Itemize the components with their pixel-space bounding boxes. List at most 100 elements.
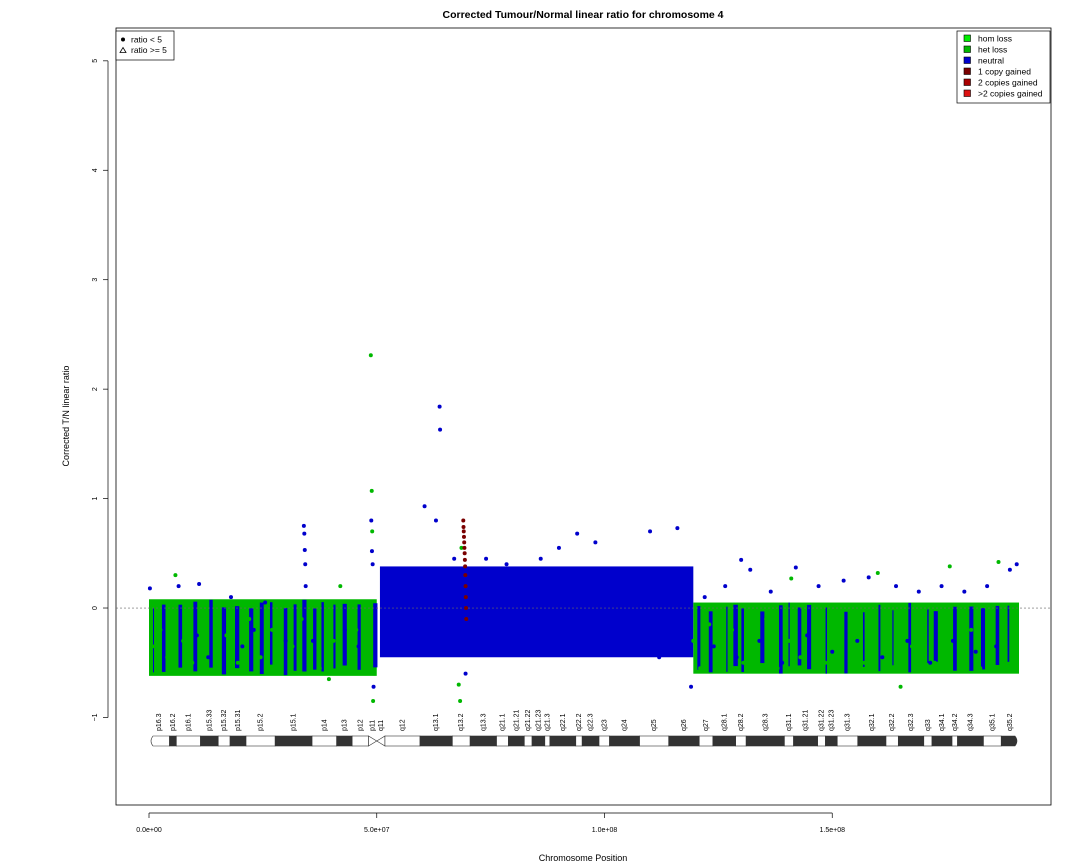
data-point xyxy=(939,584,944,589)
dense-point-clouds xyxy=(149,566,1019,676)
data-point xyxy=(556,545,561,550)
band-label: p12 xyxy=(357,719,364,731)
band-q22.2 xyxy=(575,735,583,747)
data-point xyxy=(458,699,463,704)
legend-label: >2 copies gained xyxy=(978,89,1043,99)
band-q34.2 xyxy=(951,735,958,747)
band-q26 xyxy=(668,735,700,747)
data-point xyxy=(368,353,373,358)
band-q21.1 xyxy=(496,735,509,747)
data-point xyxy=(1010,627,1015,632)
data-point xyxy=(962,589,967,594)
band-label: q21.3 xyxy=(544,713,551,731)
data-point xyxy=(932,660,937,665)
data-point xyxy=(816,584,821,589)
legend-swatch-icon xyxy=(963,34,971,42)
point-cloud-het-loss xyxy=(149,599,378,676)
data-point xyxy=(462,540,467,545)
data-point xyxy=(675,526,680,531)
data-point xyxy=(848,622,853,627)
band-q11 xyxy=(376,735,386,747)
data-point xyxy=(152,644,157,649)
data-point xyxy=(308,649,313,654)
band-label: q22.1 xyxy=(560,713,567,731)
plot-frame xyxy=(115,27,1052,806)
band-q34.3 xyxy=(957,735,984,747)
data-point xyxy=(370,562,375,567)
data-point xyxy=(165,655,170,660)
data-point xyxy=(415,567,420,572)
band-label: p13 xyxy=(341,719,348,731)
data-point xyxy=(356,644,361,649)
legend-swatch-icon xyxy=(963,78,971,86)
data-point xyxy=(1013,660,1018,665)
band-label: q13.2 xyxy=(458,713,465,731)
data-point xyxy=(830,649,835,654)
data-point xyxy=(602,638,607,643)
data-point xyxy=(461,534,466,539)
band-q24 xyxy=(609,735,640,747)
data-point xyxy=(213,649,218,654)
data-point xyxy=(459,545,464,550)
data-point xyxy=(354,627,359,632)
data-point xyxy=(422,504,427,509)
band-q32.1 xyxy=(857,735,887,747)
band-label: q21.21 xyxy=(513,709,520,731)
band-label: q31.3 xyxy=(845,713,852,731)
band-label: q22.2 xyxy=(576,713,583,731)
legend-label: 2 copies gained xyxy=(978,78,1038,88)
band-p15.2 xyxy=(245,735,276,747)
data-point xyxy=(629,584,634,589)
data-point xyxy=(402,595,407,600)
legend-label: neutral xyxy=(978,56,1004,66)
band-label: q32.1 xyxy=(869,713,876,731)
band-label: q31.22 xyxy=(819,709,826,731)
data-point xyxy=(461,529,466,534)
data-point xyxy=(947,564,952,569)
data-point xyxy=(593,540,598,545)
data-point xyxy=(452,556,457,561)
data-point xyxy=(361,655,366,660)
color-legend-box xyxy=(956,30,1051,104)
data-point xyxy=(347,660,352,665)
data-point xyxy=(757,638,762,643)
band-q21.22 xyxy=(524,735,533,747)
series-het-loss xyxy=(152,353,1018,704)
y-tick-label: 2 xyxy=(92,387,99,391)
data-point xyxy=(331,638,336,643)
data-point xyxy=(235,660,240,665)
data-point xyxy=(463,584,468,589)
data-point xyxy=(194,633,199,638)
data-point xyxy=(909,644,914,649)
point-cloud-neutral xyxy=(379,566,694,658)
band-q28.1 xyxy=(712,735,736,747)
data-point xyxy=(520,573,525,578)
data-point xyxy=(928,660,933,665)
band-q35.1 xyxy=(983,735,1002,747)
data-point xyxy=(438,427,443,432)
data-point xyxy=(734,655,739,660)
data-point xyxy=(538,556,543,561)
band-p16.1 xyxy=(176,735,201,747)
band-q21.21 xyxy=(508,735,525,747)
data-point xyxy=(748,567,753,572)
y-tick-label: 0 xyxy=(92,606,99,610)
data-point xyxy=(620,649,625,654)
data-point xyxy=(190,660,195,665)
data-point xyxy=(440,573,445,578)
data-point xyxy=(1007,567,1012,572)
data-point xyxy=(395,649,400,654)
data-point xyxy=(789,576,794,581)
data-point xyxy=(408,638,413,643)
series-neutral xyxy=(147,404,1019,689)
data-point xyxy=(837,638,842,643)
band-q22.1 xyxy=(549,735,577,747)
data-point xyxy=(711,644,716,649)
data-point xyxy=(464,616,469,621)
data-point xyxy=(369,488,374,493)
band-q31.22 xyxy=(817,735,826,747)
data-point xyxy=(326,677,331,682)
data-point xyxy=(463,595,468,600)
